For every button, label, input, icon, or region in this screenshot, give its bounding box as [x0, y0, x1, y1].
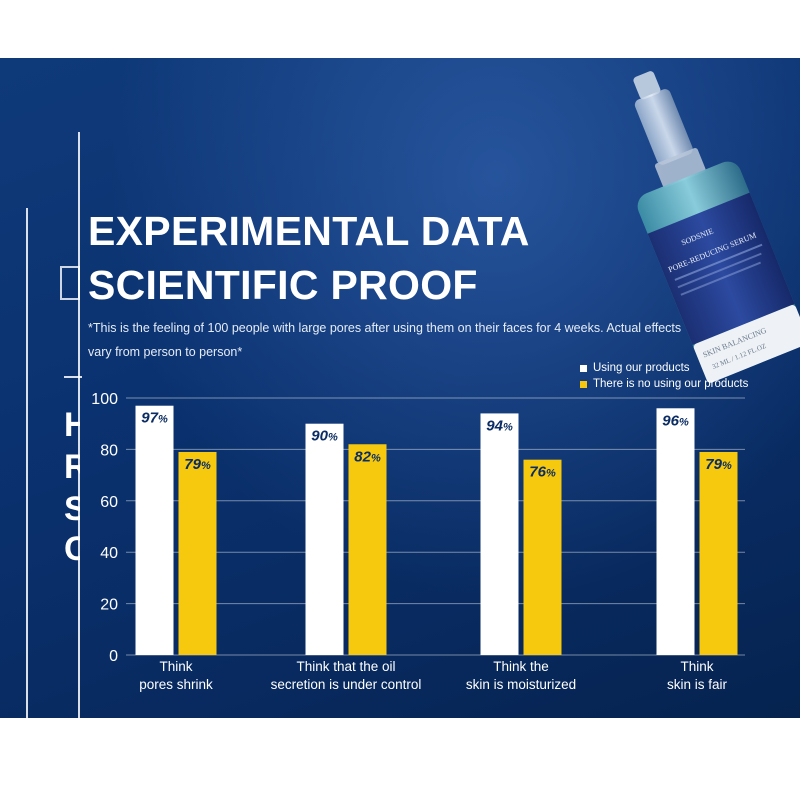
bar-value-label: 79% — [705, 456, 732, 473]
chart-legend: Using our products There is no using our… — [580, 360, 748, 392]
serum-bottle-image: SODSNIE PORE-REDUCING SERUM SKIN BALANCI… — [633, 71, 800, 383]
bar-none — [699, 451, 738, 655]
y-tick-label: 60 — [100, 494, 118, 511]
y-tick-label: 100 — [91, 391, 118, 408]
bar-value-label: 76% — [529, 464, 556, 481]
hero-panel: H R S C SODSNIE PORE-REDUCING SERUM — [0, 58, 800, 718]
x-category-label: secretion is under control — [271, 677, 422, 692]
title-line-1: EXPERIMENTAL DATA — [88, 208, 530, 254]
decor-letter-2: R — [64, 450, 80, 484]
x-category-label: skin is moisturized — [466, 677, 576, 692]
x-category-label: Think that the oil — [296, 659, 395, 674]
bar-ours — [135, 405, 174, 655]
decor-frame — [60, 266, 80, 300]
bar-value-label: 97% — [141, 410, 168, 427]
decor-letter-3: S — [64, 492, 80, 526]
bar-none — [523, 459, 562, 655]
bar-ours — [656, 408, 695, 655]
y-tick-label: 40 — [100, 545, 118, 562]
decor-letter-1: H — [64, 408, 80, 442]
bar-value-label: 94% — [486, 417, 513, 434]
x-category-label: Think — [680, 659, 713, 674]
x-category-label: Think the — [493, 659, 549, 674]
bar-none — [348, 444, 387, 655]
legend-label-none: There is no using our products — [593, 378, 749, 390]
bar-ours — [480, 413, 519, 655]
bar-ours — [305, 423, 344, 655]
bar-value-label: 82% — [354, 448, 381, 465]
y-tick-label: 20 — [100, 597, 118, 614]
bar-value-label: 79% — [184, 456, 211, 473]
y-tick-label: 0 — [109, 648, 118, 665]
decor-letter-4: C — [64, 532, 80, 566]
title-line-2: SCIENTIFIC PROOF — [88, 262, 478, 308]
y-tick-label: 80 — [100, 442, 118, 459]
decor-vertical-line-outer — [26, 208, 28, 718]
study-note: *This is the feeling of 100 people with … — [88, 321, 682, 359]
bar-value-label: 96% — [662, 412, 689, 429]
legend-item-none: There is no using our products — [580, 376, 748, 392]
legend-label-ours: Using our products — [593, 362, 690, 374]
x-category-label: skin is fair — [667, 677, 728, 692]
legend-swatch-ours — [580, 364, 587, 372]
decor-horizontal-line — [64, 376, 82, 378]
x-category-label: pores shrink — [139, 677, 213, 692]
x-category-label: Think — [159, 659, 192, 674]
page-title: EXPERIMENTAL DATA SCIENTIFIC PROOF — [88, 204, 530, 312]
bar-none — [178, 451, 217, 655]
decor-vertical-line — [78, 132, 80, 718]
legend-item-ours: Using our products — [580, 360, 748, 376]
legend-swatch-none — [580, 380, 587, 388]
bar-chart: 0 20 40 60 80 100 97% 79% Think pores shrink 90% 82… — [91, 391, 745, 692]
bar-value-label: 90% — [311, 428, 338, 445]
